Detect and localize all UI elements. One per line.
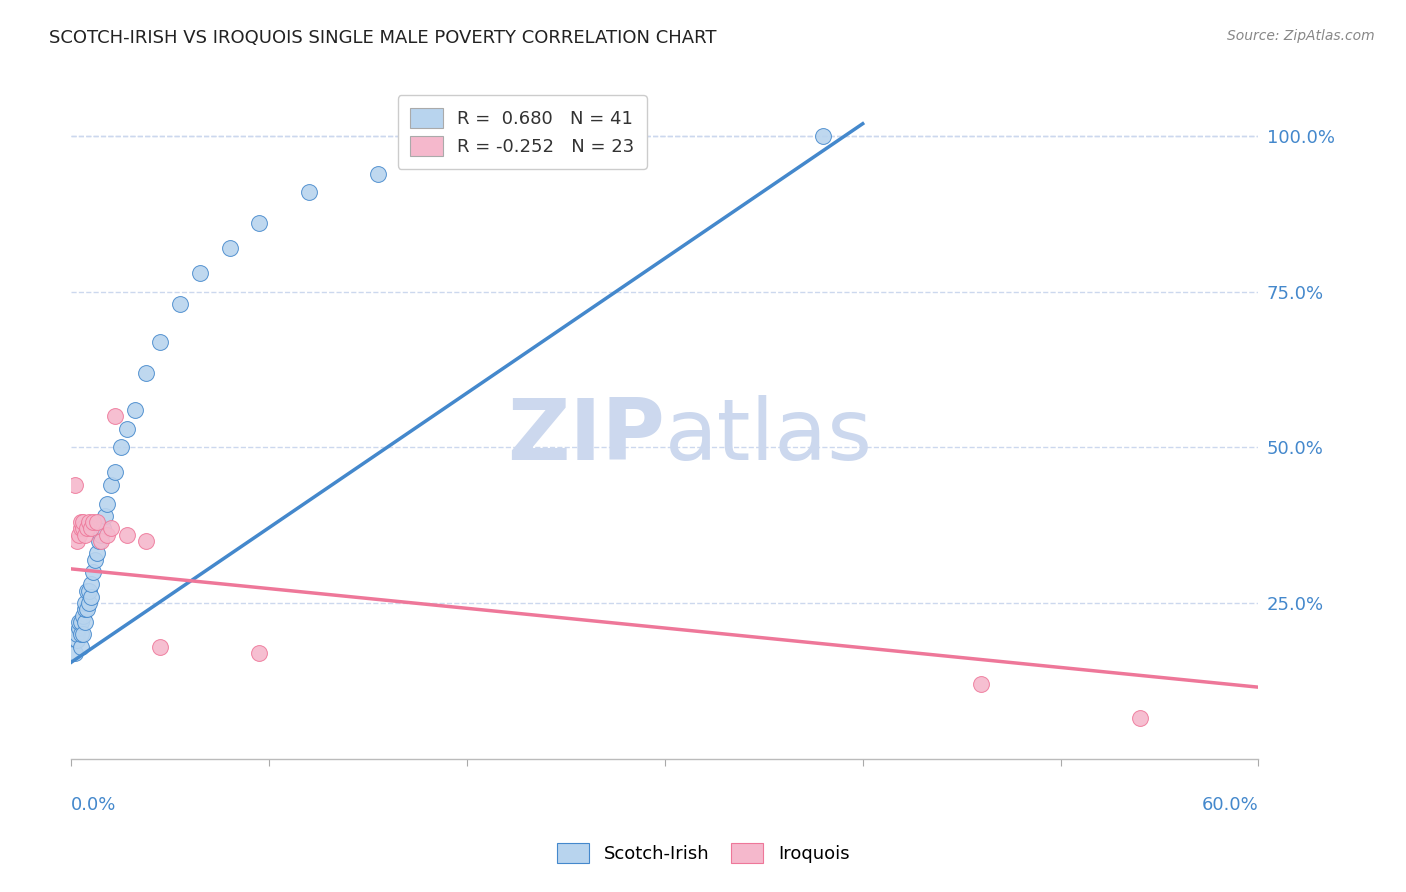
Point xyxy=(75,615,97,629)
Point xyxy=(75,527,97,541)
Point xyxy=(110,441,132,455)
Point xyxy=(247,646,270,660)
Point xyxy=(104,409,127,424)
Point xyxy=(90,533,112,548)
Point xyxy=(70,627,93,641)
Point xyxy=(72,627,94,641)
Point xyxy=(367,167,389,181)
Point xyxy=(66,633,89,648)
Point xyxy=(86,515,108,529)
Point xyxy=(66,627,89,641)
Text: 0.0%: 0.0% xyxy=(72,796,117,814)
Point xyxy=(70,640,93,654)
Text: ZIP: ZIP xyxy=(508,394,665,477)
Point xyxy=(63,478,86,492)
Point xyxy=(66,533,89,548)
Point xyxy=(76,583,98,598)
Point xyxy=(76,602,98,616)
Point xyxy=(149,334,172,349)
Point xyxy=(218,241,240,255)
Text: 60.0%: 60.0% xyxy=(1202,796,1258,814)
Point xyxy=(96,496,118,510)
Point xyxy=(67,615,90,629)
Point xyxy=(72,608,94,623)
Point xyxy=(100,478,122,492)
Point xyxy=(70,521,93,535)
Point xyxy=(298,185,321,199)
Point xyxy=(149,640,172,654)
Point xyxy=(80,590,103,604)
Point xyxy=(76,521,98,535)
Point xyxy=(247,216,270,230)
Point xyxy=(72,521,94,535)
Point xyxy=(124,403,146,417)
Point xyxy=(1129,711,1152,725)
Point xyxy=(63,646,86,660)
Point xyxy=(135,533,157,548)
Point xyxy=(188,266,211,280)
Point xyxy=(70,515,93,529)
Point xyxy=(135,366,157,380)
Text: Source: ZipAtlas.com: Source: ZipAtlas.com xyxy=(1227,29,1375,44)
Legend: Scotch-Irish, Iroquois: Scotch-Irish, Iroquois xyxy=(547,834,859,872)
Point xyxy=(67,621,90,635)
Point xyxy=(70,615,93,629)
Point xyxy=(100,521,122,535)
Point xyxy=(84,552,107,566)
Point xyxy=(75,602,97,616)
Point xyxy=(82,515,104,529)
Point xyxy=(80,577,103,591)
Text: atlas: atlas xyxy=(665,394,873,477)
Point xyxy=(970,677,993,691)
Point xyxy=(77,596,100,610)
Point xyxy=(75,596,97,610)
Point xyxy=(72,515,94,529)
Legend: R =  0.680   N = 41, R = -0.252   N = 23: R = 0.680 N = 41, R = -0.252 N = 23 xyxy=(398,95,647,169)
Point xyxy=(80,521,103,535)
Point xyxy=(115,527,138,541)
Point xyxy=(96,527,118,541)
Point xyxy=(169,297,191,311)
Point xyxy=(77,583,100,598)
Point xyxy=(811,129,834,144)
Point xyxy=(90,527,112,541)
Point xyxy=(115,422,138,436)
Point xyxy=(87,533,110,548)
Point xyxy=(104,466,127,480)
Point xyxy=(91,521,114,535)
Point xyxy=(77,515,100,529)
Point xyxy=(67,527,90,541)
Point xyxy=(82,565,104,579)
Point xyxy=(94,508,117,523)
Point xyxy=(86,546,108,560)
Text: SCOTCH-IRISH VS IROQUOIS SINGLE MALE POVERTY CORRELATION CHART: SCOTCH-IRISH VS IROQUOIS SINGLE MALE POV… xyxy=(49,29,717,47)
